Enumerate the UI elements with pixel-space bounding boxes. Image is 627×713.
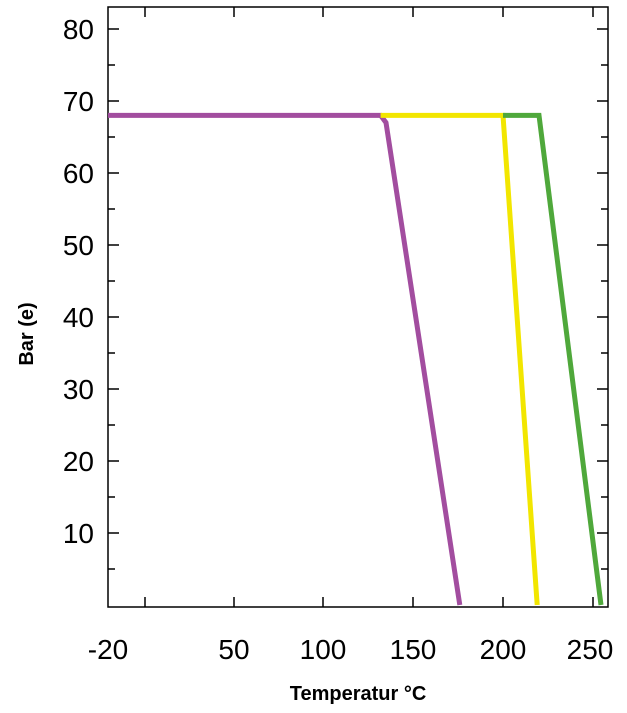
series-line-2	[380, 112, 540, 606]
series-layer	[108, 112, 604, 606]
x-axis: -20 50 100 150 200 250	[88, 7, 614, 665]
x-tick-label: 150	[390, 634, 437, 665]
x-axis-title: Temperatur °C	[290, 683, 427, 705]
x-tick-label: 250	[567, 634, 614, 665]
y-tick-label: 50	[63, 230, 94, 261]
y-tick-label: 80	[63, 14, 94, 45]
y-axis: 10 20 30 40 50 60 70 80	[63, 14, 608, 570]
y-tick-label: 60	[63, 158, 94, 189]
y-tick-label: 40	[63, 302, 94, 333]
x-tick-label: -20	[88, 634, 128, 665]
series-line-1	[108, 112, 463, 606]
y-tick-label: 10	[63, 518, 94, 549]
x-tick-label: 200	[480, 634, 527, 665]
y-axis-title: Bar (e)	[16, 302, 38, 365]
y-tick-label: 20	[63, 446, 94, 477]
series-line-3	[503, 112, 604, 606]
x-tick-label: 50	[218, 634, 249, 665]
plot-frame	[107, 6, 609, 608]
x-tick-label: 100	[300, 634, 347, 665]
y-tick-label: 30	[63, 374, 94, 405]
y-tick-label: 70	[63, 86, 94, 117]
